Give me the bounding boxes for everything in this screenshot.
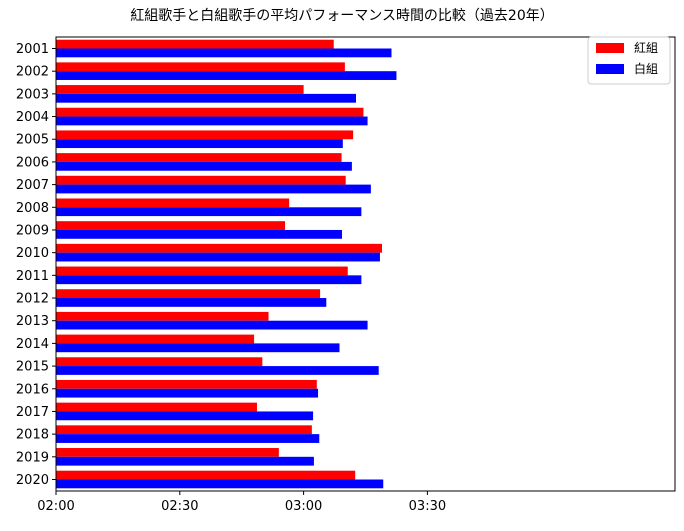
legend-swatch-white (596, 64, 624, 74)
bar-white-2014 (56, 343, 340, 353)
bar-red-2019 (56, 448, 279, 457)
bar-white-2010 (56, 252, 380, 262)
y-tick-label: 2015 (16, 360, 49, 375)
y-tick-label: 2016 (16, 382, 49, 397)
bar-red-2003 (56, 85, 304, 94)
bar-red-2013 (56, 311, 269, 321)
y-tick-label: 2003 (16, 87, 49, 102)
bar-red-2006 (56, 153, 342, 162)
bar-white-2012 (56, 298, 327, 307)
bars-layer (56, 39, 397, 489)
bar-white-2015 (56, 366, 379, 375)
y-tick-label: 2010 (16, 246, 49, 261)
bar-white-2017 (56, 411, 314, 421)
bar-red-2005 (56, 130, 354, 140)
y-tick-label: 2014 (16, 337, 49, 352)
y-tick-label: 2008 (16, 201, 49, 216)
bar-white-2002 (56, 71, 397, 80)
y-tick-label: 2019 (16, 450, 49, 465)
y-axis: 2001 2002 2003 2004 2005 2006 2007 2008 2009 2010… (16, 42, 56, 488)
x-tick-label: 02:00 (37, 499, 74, 514)
bar-white-2003 (56, 93, 357, 103)
legend-swatch-red (596, 43, 624, 53)
y-tick-label: 2018 (16, 428, 49, 443)
bar-white-2005 (56, 139, 343, 149)
bar-white-2007 (56, 184, 371, 194)
legend: 紅組 白組 (587, 36, 671, 85)
bar-red-2016 (56, 379, 317, 389)
bar-red-2004 (56, 107, 364, 117)
bar-red-2018 (56, 425, 312, 435)
y-tick-label: 2011 (16, 269, 49, 284)
x-tick-label: 03:00 (285, 499, 322, 514)
legend-label-red: 紅組 (634, 41, 658, 55)
bar-red-2008 (56, 198, 290, 208)
bar-red-2007 (56, 175, 346, 185)
y-tick-label: 2020 (16, 473, 49, 488)
bar-white-2018 (56, 434, 320, 443)
bar-white-2016 (56, 388, 319, 398)
y-tick-label: 2009 (16, 223, 49, 238)
y-tick-label: 2007 (16, 178, 49, 193)
y-tick-label: 2006 (16, 155, 49, 170)
bar-white-2008 (56, 207, 362, 217)
bar-white-2004 (56, 116, 368, 126)
y-tick-label: 2004 (16, 110, 49, 125)
bar-red-2002 (56, 62, 345, 72)
bar-red-2010 (56, 243, 383, 253)
chart-title: 紅組歌手と白組歌手の平均パフォーマンス時間の比較（過去20年） (130, 8, 554, 24)
y-tick-label: 2017 (16, 405, 49, 420)
bar-red-2012 (56, 289, 321, 299)
bar-red-2020 (56, 470, 356, 480)
y-tick-label: 2012 (16, 292, 49, 307)
bar-red-2017 (56, 402, 257, 412)
bar-white-2013 (56, 320, 368, 330)
y-tick-label: 2013 (16, 314, 49, 329)
legend-label-white: 白組 (634, 61, 658, 76)
bar-red-2014 (56, 334, 255, 344)
y-tick-label: 2005 (16, 133, 49, 148)
plot-frame (55, 36, 676, 492)
y-tick-label: 2002 (16, 65, 49, 80)
bar-white-2020 (56, 479, 384, 489)
bar-white-2001 (56, 48, 392, 58)
bar-red-2009 (56, 221, 286, 230)
y-tick-label: 2001 (16, 42, 49, 57)
bar-red-2011 (56, 266, 348, 276)
bar-white-2011 (56, 275, 362, 285)
x-tick-label: 02:30 (161, 499, 198, 514)
bar-white-2009 (56, 229, 342, 239)
bar-red-2001 (56, 39, 334, 49)
x-tick-label: 03:30 (409, 499, 446, 514)
bar-white-2006 (56, 161, 352, 171)
bar-white-2019 (56, 456, 314, 466)
bar-red-2015 (56, 357, 263, 367)
x-axis: 02:00 02:30 03:00 03:30 (37, 491, 446, 514)
